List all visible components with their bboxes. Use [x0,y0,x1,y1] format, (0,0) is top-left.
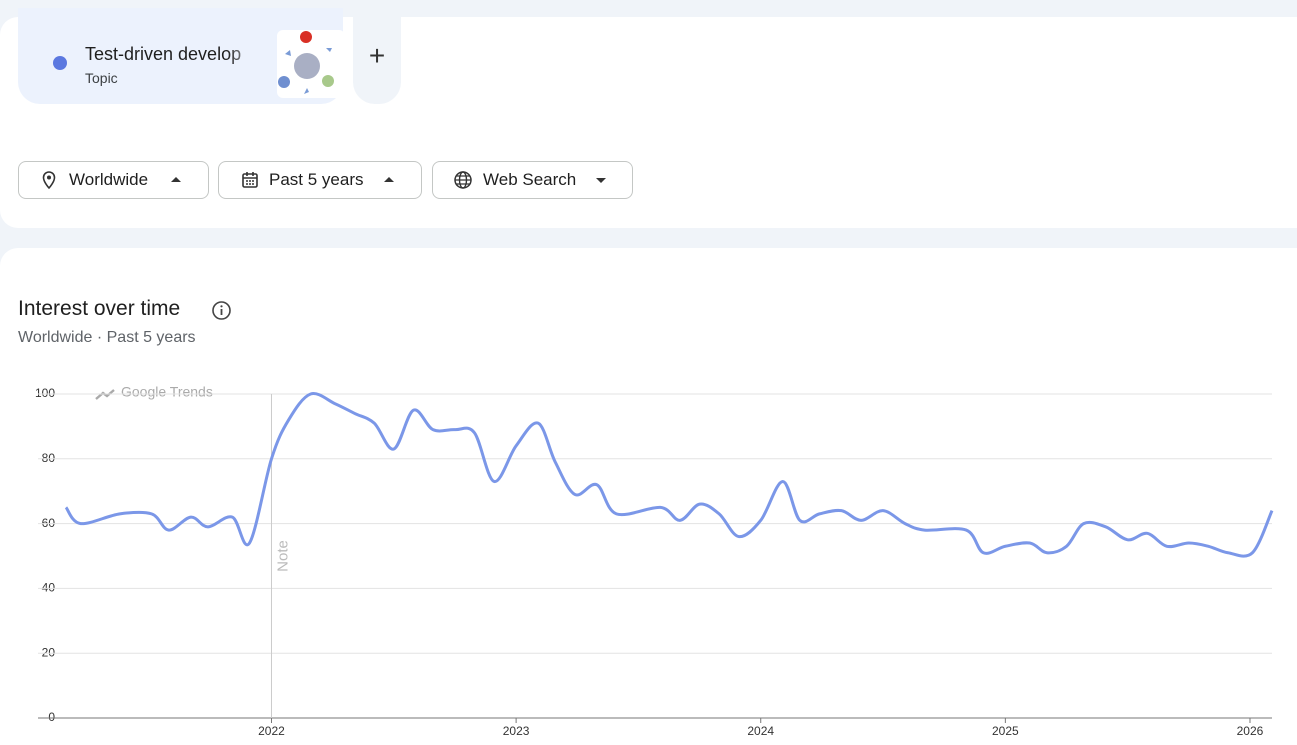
trend-line [64,392,1274,558]
term-label: Test-driven develop [85,44,242,64]
filter-label: Worldwide [69,170,149,189]
time-filter[interactable]: Past 5 years [218,161,422,199]
watermark: Google Trends [121,384,213,400]
property-filter[interactable]: Web Search [432,161,633,199]
filter-label: Web Search [483,170,577,189]
y-tick-label: 20 [42,645,56,659]
term-thumbnail [277,30,345,98]
term-kind: Topic [85,70,118,86]
chart-title: Interest over time [18,297,181,320]
location-filter[interactable]: Worldwide [18,161,209,199]
term-color-dot [53,56,67,70]
note-label: Note [274,540,291,572]
search-term-chip[interactable]: Test-driven develop Topic [18,8,345,104]
y-tick-label: 60 [42,516,56,530]
chart-card [0,248,1297,745]
add-term-button[interactable]: + [353,8,401,104]
x-tick-label: 2026 [1237,724,1264,738]
y-tick-label: 80 [42,451,56,465]
y-tick-label: 0 [48,710,55,724]
x-tick-label: 2022 [258,724,285,738]
chart: Google Trends 0 20 40 60 80 100 2022 2023 2024 20… [35,384,1274,738]
y-tick-label: 100 [35,386,55,400]
filter-label: Past 5 years [269,170,364,189]
y-tick-label: 40 [42,581,56,595]
chart-subtitle: Worldwide · Past 5 years [18,329,196,346]
info-icon[interactable] [211,300,232,321]
x-tick-label: 2023 [503,724,530,738]
x-tick-label: 2025 [992,724,1019,738]
x-tick-label: 2024 [747,724,774,738]
